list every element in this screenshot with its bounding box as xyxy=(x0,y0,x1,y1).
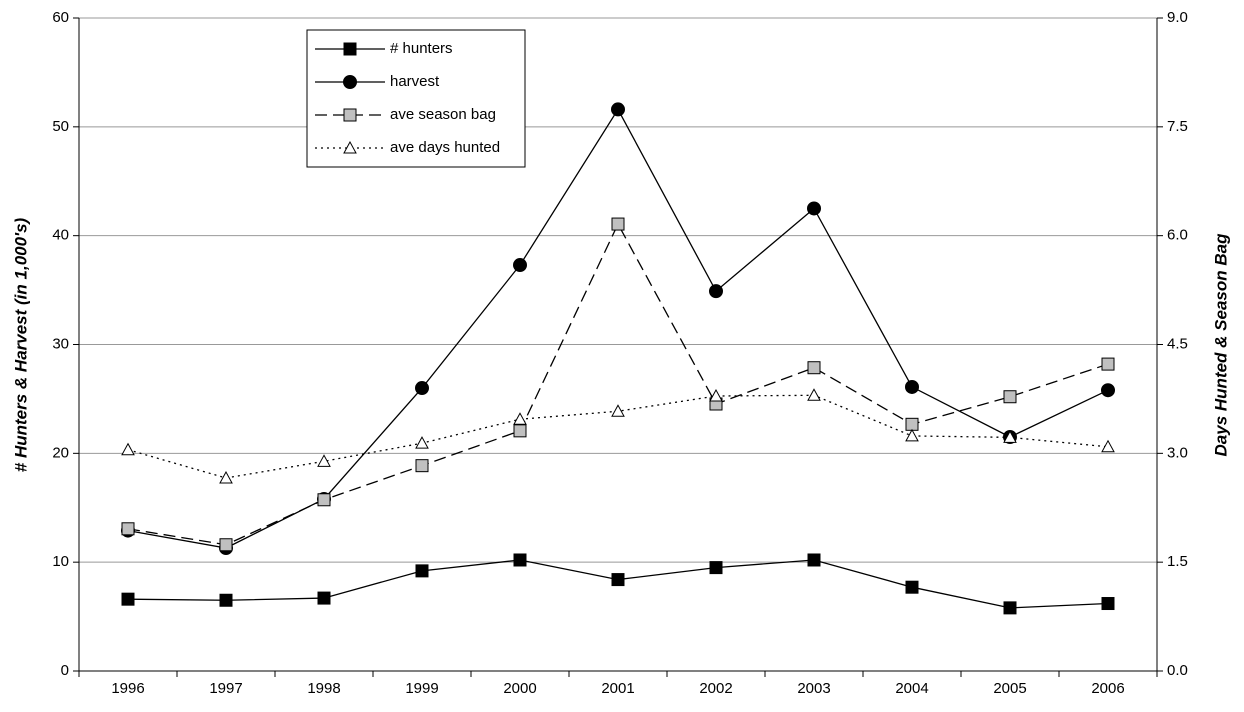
x-tick-label: 1997 xyxy=(209,680,242,697)
y-tick-label: 10 xyxy=(52,553,69,570)
marker xyxy=(1003,390,1017,404)
marker xyxy=(1101,383,1115,398)
x-tick-label: 1998 xyxy=(307,680,340,697)
x-tick-label: 2004 xyxy=(895,680,928,697)
legend-label: ave days hunted xyxy=(390,139,500,156)
y-axis-title: # Hunters & Harvest (in 1,000's) xyxy=(11,217,30,472)
y2-tick-label: 9.0 xyxy=(1167,9,1188,26)
y-tick-label: 50 xyxy=(52,118,69,135)
marker xyxy=(905,428,919,442)
marker xyxy=(219,470,233,484)
marker xyxy=(611,573,625,587)
y-tick-label: 40 xyxy=(52,227,69,244)
marker xyxy=(121,522,135,536)
y-tick-label: 0 xyxy=(61,662,69,679)
marker xyxy=(415,381,429,396)
marker xyxy=(611,217,625,231)
y-tick-label: 30 xyxy=(52,335,69,352)
marker xyxy=(415,459,429,473)
y-tick-label: 20 xyxy=(52,444,69,461)
legend-marker xyxy=(343,42,357,56)
marker xyxy=(905,580,919,594)
marker xyxy=(905,417,919,431)
x-tick-label: 2001 xyxy=(601,680,634,697)
marker xyxy=(807,553,821,567)
legend-marker xyxy=(343,75,357,89)
marker xyxy=(1101,597,1115,611)
y2-tick-label: 1.5 xyxy=(1167,553,1188,570)
marker xyxy=(807,388,821,401)
x-tick-label: 1999 xyxy=(405,680,438,697)
marker xyxy=(513,412,527,425)
marker xyxy=(709,284,723,299)
marker xyxy=(121,592,135,606)
marker xyxy=(807,201,821,216)
y2-tick-label: 4.5 xyxy=(1167,335,1188,352)
legend-label: harvest xyxy=(390,73,440,90)
marker xyxy=(317,454,331,467)
marker xyxy=(219,593,233,607)
x-tick-label: 2006 xyxy=(1091,680,1124,697)
marker xyxy=(415,436,429,449)
marker xyxy=(905,379,919,394)
marker xyxy=(709,388,723,402)
marker xyxy=(1003,601,1017,615)
marker xyxy=(219,538,233,552)
marker xyxy=(415,564,429,578)
marker xyxy=(121,442,135,456)
marker xyxy=(611,404,625,417)
marker xyxy=(1003,430,1017,443)
y2-tick-label: 3.0 xyxy=(1167,444,1188,461)
legend-box xyxy=(306,29,526,168)
marker xyxy=(317,591,331,605)
marker xyxy=(513,258,527,273)
legend-marker xyxy=(343,108,357,122)
y2-axis-title: Days Hunted & Season Bag xyxy=(1211,233,1230,457)
marker xyxy=(807,361,821,375)
y-tick-label: 60 xyxy=(52,9,69,26)
x-tick-label: 2002 xyxy=(699,680,732,697)
series-line xyxy=(127,394,1109,479)
marker xyxy=(513,424,527,438)
marker xyxy=(317,493,331,507)
y2-tick-label: 6.0 xyxy=(1167,227,1188,244)
series-line xyxy=(127,222,1109,546)
legend-label: # hunters xyxy=(390,40,453,57)
legend-marker xyxy=(343,140,357,154)
marker xyxy=(709,561,723,575)
x-tick-label: 2000 xyxy=(503,680,536,697)
marker xyxy=(1101,439,1115,453)
x-tick-label: 2005 xyxy=(993,680,1026,697)
y2-tick-label: 7.5 xyxy=(1167,118,1188,135)
legend-label: ave season bag xyxy=(390,106,496,123)
series-line xyxy=(127,108,1109,549)
marker xyxy=(1101,357,1115,371)
x-tick-label: 1996 xyxy=(111,680,144,697)
legend: # hunters harvest ave season bag ave days h… xyxy=(306,29,526,168)
marker xyxy=(611,102,625,117)
marker xyxy=(513,553,527,567)
x-tick-label: 2003 xyxy=(797,680,830,697)
y2-tick-label: 0.0 xyxy=(1167,662,1188,679)
